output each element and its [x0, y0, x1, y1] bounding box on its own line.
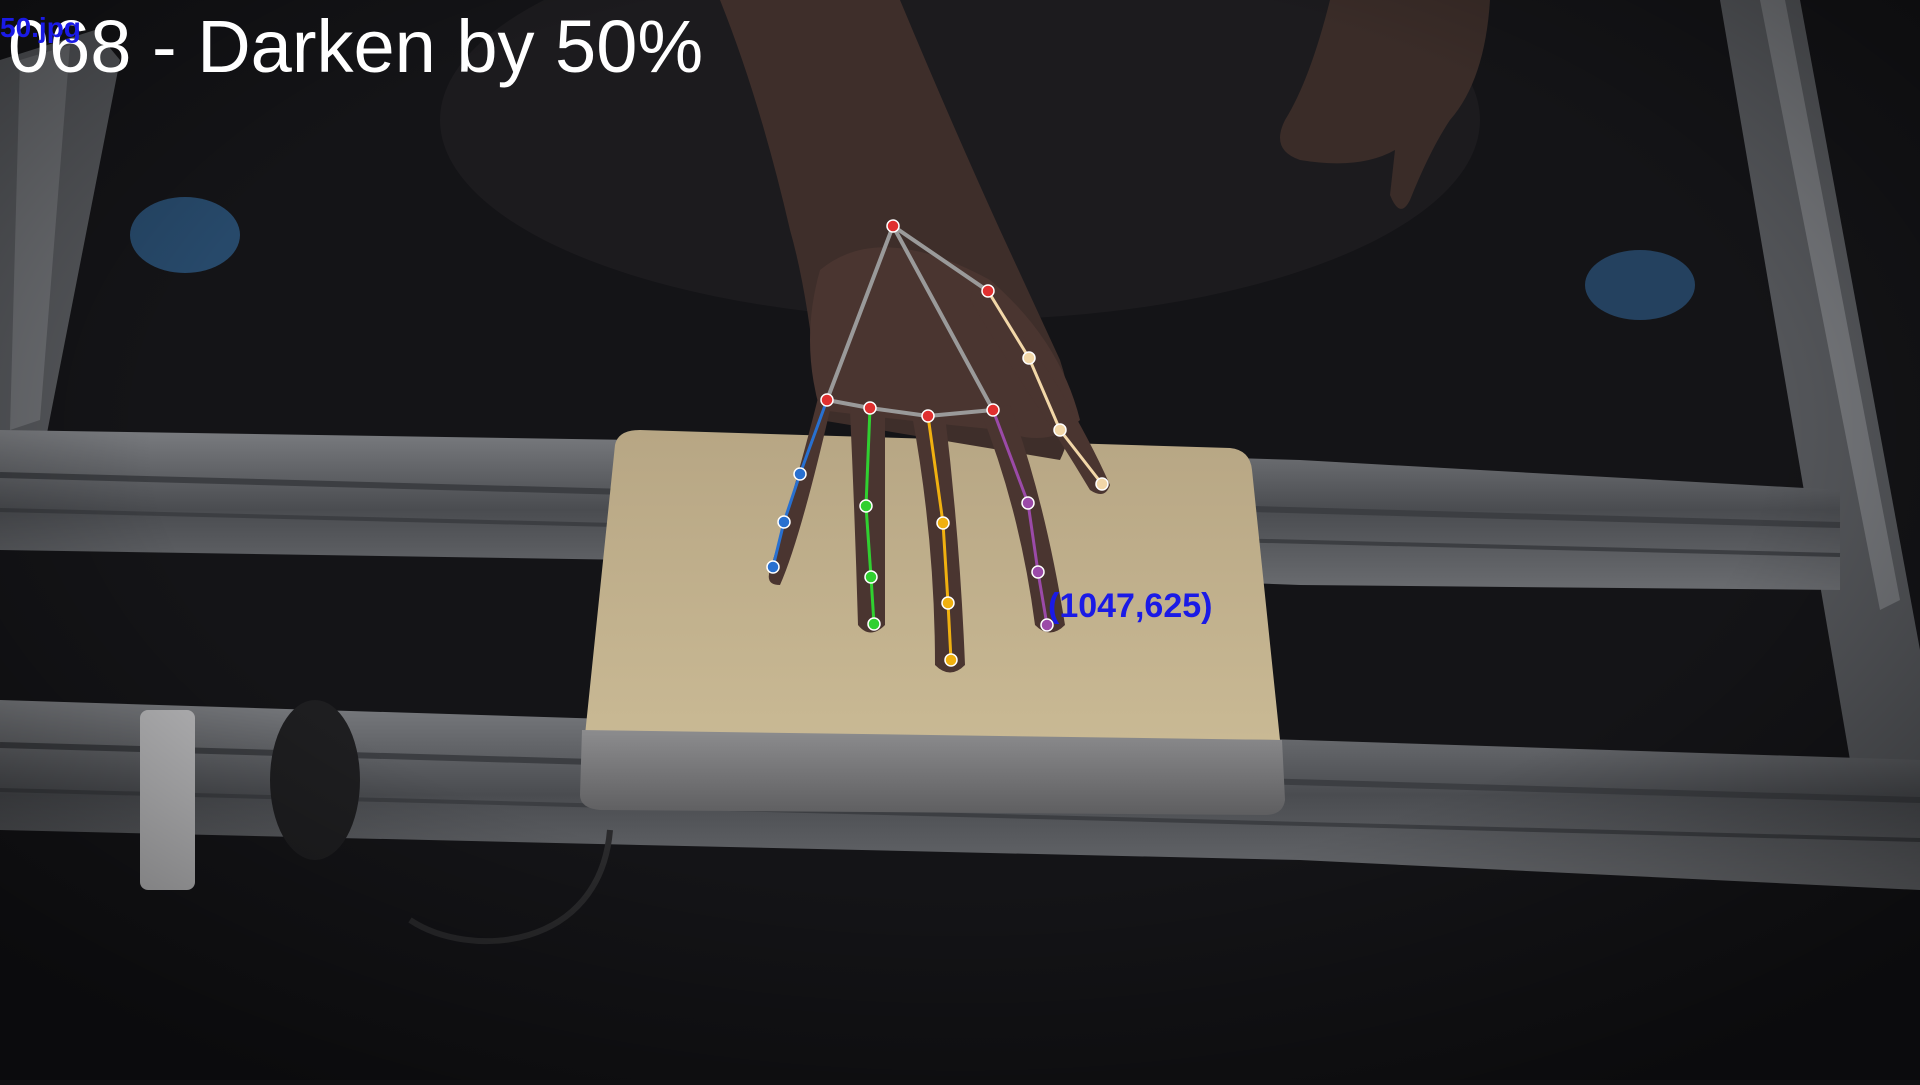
palm-skeleton-line [926, 408, 995, 418]
pinky-base-keypoint [820, 393, 834, 407]
pinky-keypoint-3 [766, 560, 780, 574]
index-skeleton-line [1026, 501, 1040, 574]
ring-base-keypoint [863, 401, 877, 415]
thumb-base-keypoint [981, 284, 995, 298]
thumb-keypoint-3 [1095, 477, 1109, 491]
pinky-keypoint-2 [777, 515, 791, 529]
index-base-keypoint [986, 403, 1000, 417]
thumb-keypoint-1 [1022, 351, 1036, 365]
pinky-keypoint-1 [793, 467, 807, 481]
palm-skeleton-line [825, 224, 895, 402]
wrist-keypoint [886, 219, 900, 233]
thumb-skeleton-line [986, 289, 1031, 360]
pinky-skeleton-line [798, 398, 829, 476]
ring-skeleton-line [864, 406, 872, 508]
index-skeleton-line [991, 408, 1030, 505]
thumb-skeleton-line [1027, 356, 1062, 432]
middle-skeleton-line [926, 414, 945, 525]
palm-skeleton-line [891, 224, 990, 293]
ring-keypoint-2 [864, 570, 878, 584]
palm-skeleton-line [891, 224, 995, 412]
palm-skeleton-line [868, 406, 930, 418]
coordinate-label: (1047,625) [1048, 587, 1212, 625]
middle-skeleton-line [946, 601, 953, 662]
palm-skeleton-line [825, 398, 872, 410]
pinky-skeleton-line [782, 472, 802, 524]
hand-skeleton-overlay [766, 219, 1109, 667]
thumb-keypoint-2 [1053, 423, 1067, 437]
frame-title: 068 - Darken by 50% [8, 5, 704, 88]
pinky-skeleton-line [771, 520, 786, 569]
middle-keypoint-1 [936, 516, 950, 530]
filename-label: 50.jpg [0, 12, 81, 43]
thumb-skeleton-line [1058, 428, 1104, 486]
index-keypoint-1 [1021, 496, 1035, 510]
index-keypoint-2 [1031, 565, 1045, 579]
ring-skeleton-line [864, 504, 873, 579]
middle-keypoint-2 [941, 596, 955, 610]
ring-keypoint-1 [859, 499, 873, 513]
ring-skeleton-line [869, 575, 876, 626]
index-skeleton-line [1036, 570, 1049, 627]
index-keypoint-3 [1040, 618, 1054, 632]
ring-keypoint-3 [867, 617, 881, 631]
middle-keypoint-3 [944, 653, 958, 667]
middle-base-keypoint [921, 409, 935, 423]
middle-skeleton-line [941, 521, 950, 605]
